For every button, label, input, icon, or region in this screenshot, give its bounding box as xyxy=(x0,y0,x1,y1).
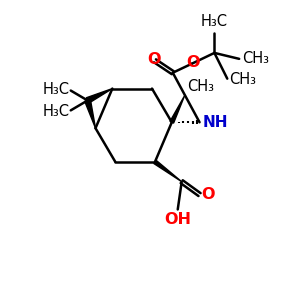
Text: NH: NH xyxy=(202,115,228,130)
Text: OH: OH xyxy=(164,212,191,227)
Polygon shape xyxy=(170,95,185,123)
Text: O: O xyxy=(186,55,200,70)
Polygon shape xyxy=(85,100,95,128)
Text: CH₃: CH₃ xyxy=(187,79,214,94)
Polygon shape xyxy=(86,88,112,103)
Text: O: O xyxy=(202,187,215,202)
Text: H₃C: H₃C xyxy=(43,104,70,119)
Polygon shape xyxy=(154,160,182,182)
Text: H₃C: H₃C xyxy=(43,82,70,97)
Text: CH₃: CH₃ xyxy=(242,51,269,66)
Text: O: O xyxy=(147,52,161,67)
Text: CH₃: CH₃ xyxy=(229,72,256,87)
Text: H₃C: H₃C xyxy=(201,14,228,29)
